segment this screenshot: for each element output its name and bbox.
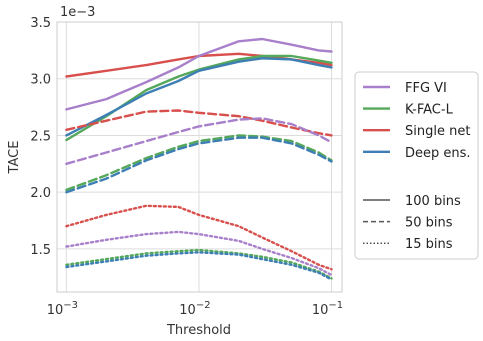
legend-label: FFG VI xyxy=(405,81,447,96)
series-line-single-net-15-bins xyxy=(65,204,333,271)
legend-label: Deep ens. xyxy=(405,146,471,161)
y-tick-label: 1.5 xyxy=(30,243,51,258)
y-offset-label: 1e−3 xyxy=(60,5,95,20)
series-line-deep-ens--15-bins xyxy=(65,251,333,281)
series-line-deep-ens--50-bins xyxy=(65,136,333,194)
series-line-deep-ens--100-bins xyxy=(65,57,333,137)
x-tick-label: 10−3 xyxy=(47,300,78,318)
legend-label: 15 bins xyxy=(405,237,453,252)
legend-label: Single net xyxy=(405,124,470,139)
x-tick-label: 10−1 xyxy=(312,300,343,318)
legend: FFG VI K-FAC-L Single net Deep ens. 100 bins… xyxy=(354,71,479,260)
legend-label: 50 bins xyxy=(405,216,453,231)
series-lines xyxy=(65,37,333,281)
y-tick-label: 3.0 xyxy=(30,73,51,88)
y-axis-label: TACE xyxy=(7,141,22,175)
axes-frame xyxy=(56,21,343,293)
series-line-ffg-vi-100-bins xyxy=(65,37,333,111)
legend-label: 100 bins xyxy=(405,194,461,209)
y-tick-label: 2.5 xyxy=(30,129,51,144)
axes xyxy=(56,21,343,293)
series-line-ffg-vi-50-bins xyxy=(65,117,333,166)
x-tick-label: 10−2 xyxy=(179,300,210,318)
legend-label: K-FAC-L xyxy=(405,103,454,118)
y-tick-label: 3.5 xyxy=(30,16,51,31)
y-tick-labels: 1.5 2.0 2.5 3.0 3.5 xyxy=(30,16,51,258)
series-line-k-fac-l-15-bins xyxy=(65,248,333,280)
series-line-ffg-vi-15-bins xyxy=(65,230,333,277)
plot-area xyxy=(57,22,342,292)
x-tick-labels: 10−3 10−2 10−1 xyxy=(47,300,343,318)
legend-box xyxy=(354,71,479,260)
series-line-k-fac-l-50-bins xyxy=(65,134,333,192)
y-tick-label: 2.0 xyxy=(30,186,51,201)
x-axis-label: Threshold xyxy=(166,323,231,338)
